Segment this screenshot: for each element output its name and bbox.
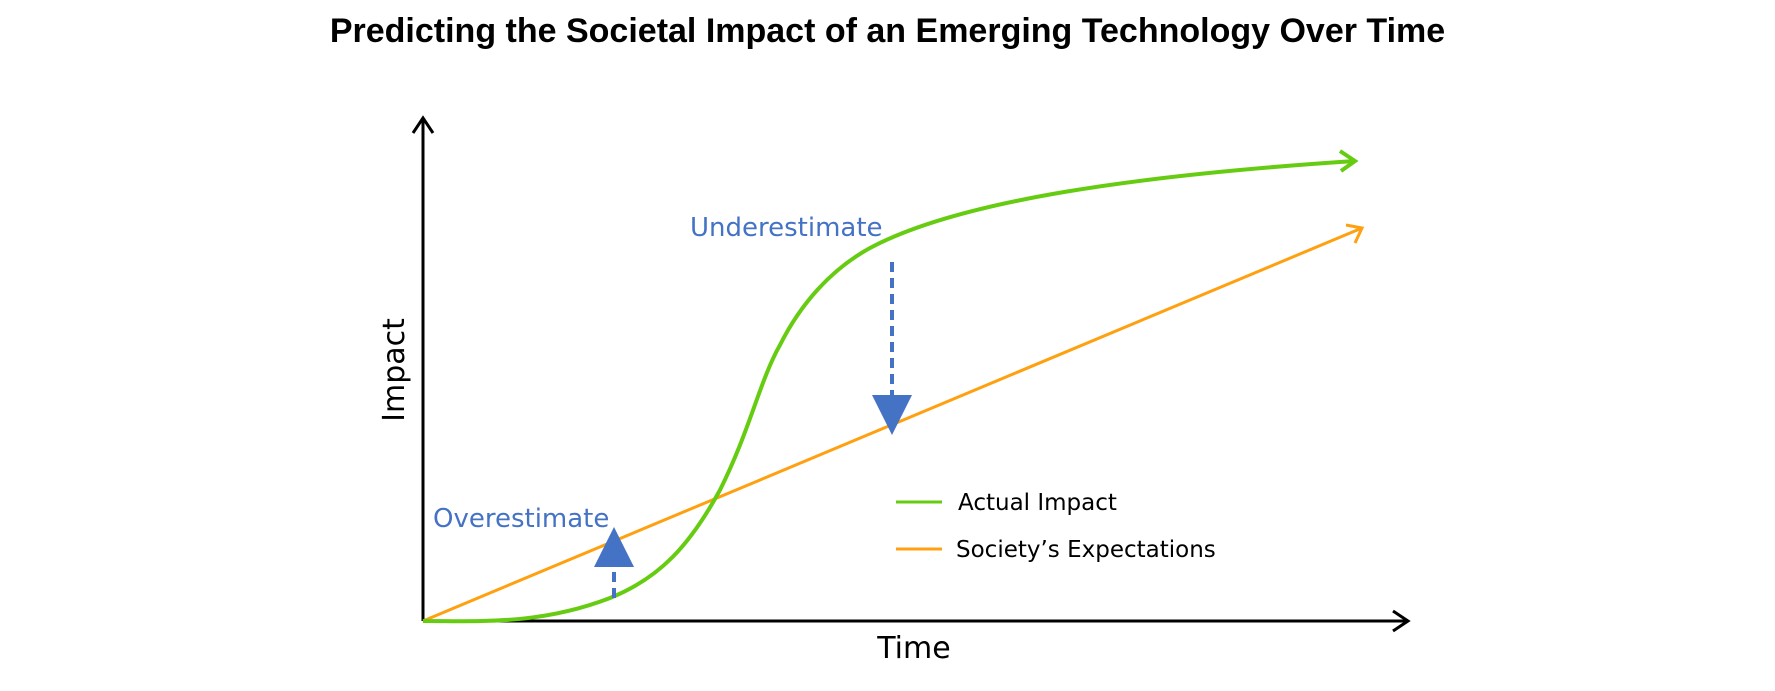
overestimate-label: Overestimate [433,504,609,534]
expectations-arrowhead [1345,223,1365,244]
x-axis-arrowhead [1392,609,1411,633]
legend: Actual Impact Society’s Expectations [896,490,1216,563]
x-axis-label: Time [876,631,950,666]
underestimate-annotation: Underestimate [690,213,912,435]
actual-impact-series [422,149,1359,624]
diagram-title: Predicting the Societal Impact of an Eme… [329,12,1446,50]
legend-label-expectations: Society’s Expectations [956,537,1216,563]
y-axis-arrowhead [411,115,435,134]
actual-impact-curve [422,159,1356,624]
y-axis-label: Impact [377,318,412,422]
legend-label-actual-impact: Actual Impact [958,490,1117,516]
actual-impact-arrowhead [1338,149,1359,173]
overestimate-annotation: Overestimate [433,504,634,598]
underestimate-label: Underestimate [690,213,883,243]
axes [411,115,1411,633]
